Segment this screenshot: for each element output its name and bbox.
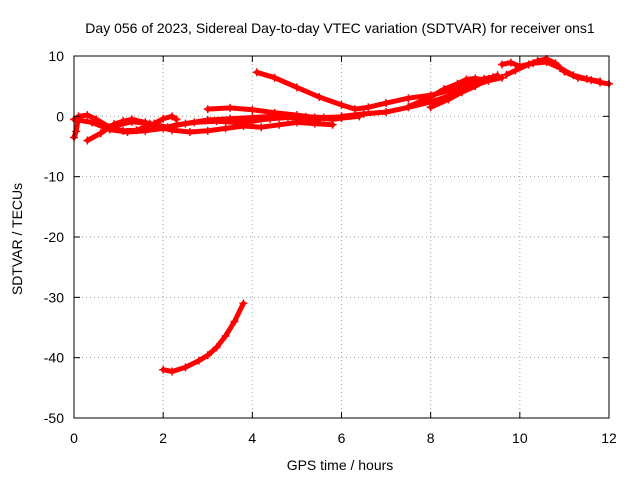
data-point: [181, 363, 190, 372]
data-point: [141, 126, 150, 135]
data-point: [453, 79, 462, 88]
data-point: [457, 88, 466, 97]
y-tick-label: -50: [44, 410, 64, 426]
data-point: [444, 95, 453, 104]
data-point: [168, 112, 177, 121]
data-point: [270, 73, 279, 82]
data-point: [506, 58, 515, 67]
y-tick-label: 10: [48, 48, 64, 64]
data-point: [440, 85, 449, 94]
data-point: [221, 124, 230, 133]
data-point: [310, 113, 319, 122]
y-tick-label: -10: [44, 169, 64, 185]
data-point: [498, 60, 506, 69]
data-point: [337, 100, 346, 109]
data-layer: [70, 55, 613, 376]
data-point: [364, 103, 373, 112]
data-point: [248, 105, 257, 114]
data-point: [315, 93, 324, 102]
data-point: [426, 93, 435, 102]
data-point: [163, 123, 172, 132]
data-point: [542, 58, 551, 67]
data-point: [168, 367, 177, 376]
data-point: [181, 119, 190, 128]
data-point: [337, 112, 346, 121]
data-point: [382, 108, 391, 117]
data-point: [252, 68, 261, 77]
data-point: [226, 103, 235, 112]
x-tick-label: 12: [601, 430, 617, 446]
data-point: [239, 299, 248, 308]
data-point: [462, 75, 471, 84]
data-point: [212, 343, 221, 352]
x-axis-label: GPS time / hours: [287, 457, 394, 473]
data-point: [230, 317, 239, 326]
data-point: [185, 128, 194, 137]
data-point: [123, 128, 132, 137]
y-tick-labels: 10 0 -10 -20 -30 -40 -50: [44, 48, 64, 426]
x-tick-label: 8: [427, 430, 435, 446]
data-point: [275, 120, 284, 129]
data-point: [582, 74, 591, 83]
y-tick-label: -30: [44, 289, 64, 305]
data-point: [105, 125, 114, 134]
x-tick-label: 6: [338, 430, 346, 446]
data-point: [203, 126, 212, 135]
data-point: [226, 114, 235, 123]
data-point: [127, 117, 136, 126]
data-point: [498, 73, 506, 82]
data-point: [203, 351, 212, 360]
data-point: [471, 82, 480, 91]
data-point: [359, 109, 368, 118]
data-point: [292, 83, 301, 92]
data-point: [529, 59, 538, 68]
data-point: [159, 114, 168, 123]
axis-ticks: [73, 55, 610, 419]
grid: [74, 56, 609, 418]
data-point: [511, 66, 520, 75]
x-tick-labels: 0 2 4 6 8 10 12: [70, 430, 617, 446]
data-point: [471, 74, 480, 83]
data-point: [292, 111, 301, 120]
y-axis-label: SDTVAR / TECUs: [9, 183, 25, 295]
y-tick-label: -20: [44, 229, 64, 245]
data-point: [404, 94, 413, 103]
data-point: [404, 102, 413, 111]
data-point: [502, 70, 511, 79]
data-point: [203, 105, 212, 114]
data-point: [221, 331, 230, 340]
data-point: [515, 62, 524, 71]
data-point: [328, 115, 337, 124]
data-point: [194, 356, 203, 365]
data-point: [493, 71, 502, 80]
x-tick-label: 4: [248, 430, 256, 446]
data-series-trace: [160, 300, 246, 374]
data-point: [569, 71, 578, 80]
x-tick-label: 0: [70, 430, 78, 446]
data-point: [248, 113, 257, 122]
data-point: [96, 129, 105, 138]
data-point: [484, 74, 493, 83]
data-point: [257, 123, 266, 132]
y-tick-label: 0: [56, 108, 64, 124]
data-point: [159, 365, 168, 374]
data-point: [203, 115, 212, 124]
data-point: [350, 105, 359, 114]
data-point: [270, 108, 279, 117]
y-tick-label: -40: [44, 350, 64, 366]
data-point: [596, 77, 605, 86]
data-point: [87, 118, 96, 127]
data-point: [83, 111, 92, 120]
x-tick-label: 10: [512, 430, 528, 446]
data-point: [110, 121, 119, 130]
x-tick-label: 2: [159, 430, 167, 446]
data-point: [555, 64, 564, 73]
data-point: [382, 99, 391, 108]
chart-title: Day 056 of 2023, Sidereal Day-to-day VTE…: [85, 20, 595, 36]
data-point: [426, 103, 435, 112]
data-point: [83, 136, 92, 145]
data-point: [145, 119, 154, 128]
